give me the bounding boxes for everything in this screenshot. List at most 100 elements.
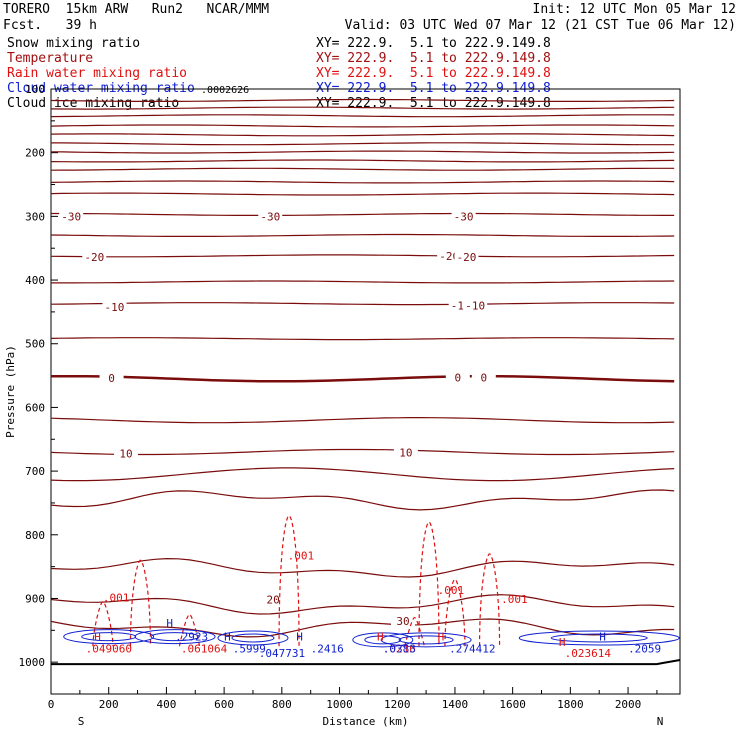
high-marker: H [166,617,173,630]
isotherm-label-bg [114,447,139,459]
valid-time: Valid: 03 UTC Wed 07 Mar 12 (21 CST Tue … [344,18,736,33]
isotherm-line [50,594,675,615]
x-tick-label: 200 [99,698,119,711]
cloud-water-contour [231,633,275,643]
cloud-water-contour [380,632,472,648]
isotherm-label-bg [99,372,124,384]
rain-plume [418,521,440,647]
isotherm-label-bg [391,614,416,626]
legend-item-snow: Snow mixing ratio [7,36,141,51]
isotherm-label: -20 [457,251,477,264]
cloud-water-contour [398,635,454,645]
isotherm-line [50,254,675,258]
isotherm-label: 0 [480,371,487,384]
rain-plume [478,553,501,647]
isotherm-line [50,233,675,237]
rain-contour-label: .0216 [383,643,416,656]
rain-contour-label: .001 [103,592,130,605]
x-tick-label: 1600 [499,698,526,711]
high-marker: H [94,631,101,644]
isotherm-line [50,374,675,383]
isotherm-label-bg [448,299,473,311]
isotherm-label: 0 [455,371,462,384]
isotherm-line [50,467,675,482]
isotherm-label: 30 [396,615,409,628]
forecast-hour: Fcst. 39 h [3,18,97,33]
isotherm-label: -10 [105,301,125,314]
isotherm-line [50,417,675,424]
rain-contour-label: .001 [438,584,465,597]
rain-contour-label: .001 [288,550,315,563]
isotherm-line [50,489,675,511]
cloud-water-label: .2416 [311,643,344,656]
isotherm-line [50,124,675,128]
isotherm-line [51,212,675,216]
terrain-line [51,659,681,666]
y-axis-label: Pressure (hPa) [4,345,17,438]
isotherm-line [51,280,675,284]
isotherm-label-bg [463,299,488,311]
isotherm-label: 10 [399,447,412,460]
isotherm-label: -20 [84,251,104,264]
y-tick-label: 700 [25,465,45,478]
isotherm-line [50,557,675,578]
cloud-water-label: .2059 [628,643,661,656]
cloud-water-contour [352,632,414,648]
isotherm-line [50,159,675,163]
isotherm-label-bg [454,251,479,263]
plot-frame [50,88,681,695]
isotherm-label: 0 [108,372,115,385]
isotherm-label: -30 [260,210,280,223]
isotherm-label: -20 [439,250,459,263]
isotherm-line [50,180,675,184]
rain-contour-label: .049060 [86,643,132,656]
rain-contour-label: .001 [501,593,528,606]
legend-item-temperature-xy: XY= 222.9. 5.1 to 222.9.149.8 [316,51,551,66]
isotherm-line [50,448,675,456]
isotherm-label: -10 [465,300,485,313]
x-tick-label: 600 [214,698,234,711]
x-axis-label: Distance (km) [322,715,408,728]
rain-contour-label: .023614 [565,647,612,660]
x-tick-label: 1000 [326,698,353,711]
model-title: TORERO 15km ARW Run2 NCAR/MMM [3,2,270,17]
x-end-label-south: S [78,715,85,728]
x-tick-label: 800 [272,698,292,711]
x-tick-label: 1200 [384,698,411,711]
isotherm-line [50,302,675,306]
high-marker: H [599,631,606,644]
x-tick-label: 2000 [615,698,642,711]
isotherm-label-bg [102,300,127,312]
isotherm-line [50,98,675,102]
rain-plume [403,616,426,647]
high-marker: H [224,631,231,644]
cloud-water-contour [81,632,137,642]
legend-item-temperature: Temperature [7,51,94,66]
high-marker: H [377,631,384,644]
isotherm-line [51,142,675,146]
cloud-water-label: .047731 [259,647,305,660]
cloud-water-contour [63,629,155,645]
y-tick-label: 200 [25,147,45,160]
isotherm-label-bg [437,249,462,261]
rain-plume [444,578,466,647]
isotherm-label-bg [445,371,470,383]
x-tick-label: 1400 [442,698,469,711]
rain-plume [92,601,114,647]
legend-item-rain-xy: XY= 222.9. 5.1 to 222.9.149.8 [316,66,551,81]
isotherm-label-bg [261,593,286,605]
high-marker: H [438,631,445,644]
isotherm-line [50,114,675,118]
high-marker: H [296,631,303,644]
isotherm-line [50,337,675,341]
isotherm-line [50,618,675,638]
isotherm-label-bg [82,251,107,263]
isotherm-line [50,167,675,171]
isotherm-line [50,106,675,110]
isotherm-label-bg [393,446,418,458]
cloud-water-contour [364,635,402,645]
cloud-water-label: .0383 [383,643,416,656]
cloud-water-contour [134,629,216,645]
y-tick-label: 300 [25,210,45,223]
